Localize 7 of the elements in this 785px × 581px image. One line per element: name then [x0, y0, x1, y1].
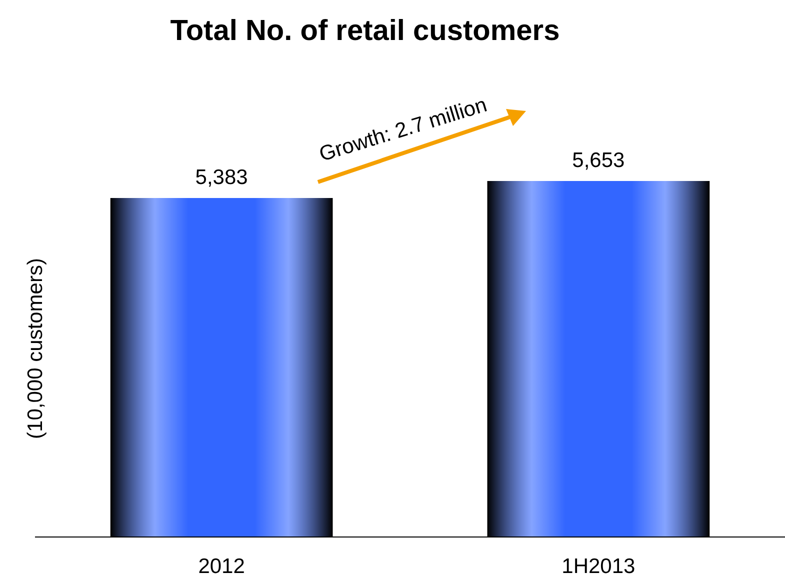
x-tick-label: 1H2013 — [562, 555, 636, 578]
x-tick-label: 2012 — [198, 555, 245, 578]
y-axis-title: (10,000 customers) — [24, 258, 47, 439]
text: Growth: 2.7 million — [316, 93, 490, 166]
data-label: 5,383 — [195, 166, 248, 190]
chart-title: Total No. of retail customers — [170, 15, 560, 47]
data-label: 5,653 — [572, 149, 625, 172]
